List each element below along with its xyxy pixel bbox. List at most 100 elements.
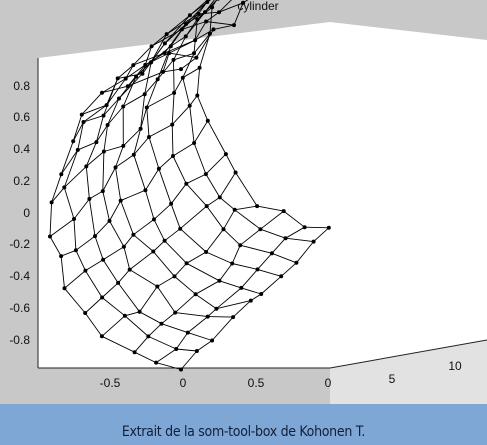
y-axis-ticks: 0.8 0.6 0.4 0.2 0 -0.2 -0.4 -0.6 -0.8 — [9, 79, 30, 347]
caption-bar: Extrait de la som-tool-box de Kohonen T. — [0, 404, 487, 445]
lattice-node — [87, 196, 92, 201]
lattice-edge — [142, 62, 152, 74]
lattice-edge — [81, 104, 107, 116]
lattice-node — [140, 71, 145, 76]
lattice-edge — [115, 167, 122, 201]
lattice-node — [105, 123, 110, 127]
lattice-edge — [153, 203, 172, 220]
lattice-edge — [175, 312, 208, 318]
lattice-node — [121, 104, 126, 109]
lattice-node — [294, 260, 299, 265]
lattice-edge — [117, 64, 134, 79]
lattice-node — [172, 274, 177, 279]
lattice-edge — [139, 286, 158, 313]
lattice-node — [62, 185, 67, 190]
lattice-edge — [174, 262, 187, 277]
lattice-edge — [101, 297, 126, 317]
lattice-node — [169, 201, 174, 206]
lattice-edge — [206, 21, 235, 26]
lattice-edge — [152, 251, 175, 277]
lattice-node — [143, 62, 148, 67]
lattice-edge — [234, 209, 261, 230]
lattice-edge — [193, 142, 207, 175]
lattice-node — [107, 218, 112, 223]
lattice-node — [146, 334, 151, 339]
lattice-edge — [75, 250, 86, 271]
lattice-edge — [180, 57, 197, 70]
lattice-edge — [241, 287, 262, 295]
lattice-node — [184, 22, 188, 26]
lattice-edge — [232, 300, 252, 318]
lattice-edge — [196, 340, 213, 352]
lattice-edge — [144, 190, 155, 220]
lattice-edge — [151, 29, 183, 47]
lattice-edge — [129, 251, 154, 270]
lattice-edge — [216, 300, 251, 310]
lattice-edge — [187, 316, 208, 333]
lattice-node — [232, 207, 237, 212]
lattice-node — [113, 165, 118, 170]
lattice-edge — [232, 263, 258, 270]
lattice-node — [326, 225, 331, 230]
lattice-edge — [186, 251, 207, 264]
lattice-edge — [60, 249, 77, 257]
lattice-edge — [172, 142, 195, 157]
lattice-node — [49, 200, 54, 205]
lattice-edge — [223, 209, 236, 230]
lattice-node — [203, 172, 208, 177]
lattice-node — [121, 143, 126, 148]
lattice-node — [173, 310, 178, 315]
lattice-edge — [189, 95, 198, 106]
lattice-edge — [122, 128, 141, 147]
lattice-node — [184, 181, 189, 186]
lattice-node — [156, 166, 161, 171]
lattice-edge — [147, 323, 162, 337]
y-tick-label: 0.2 — [13, 174, 30, 188]
lattice-edge — [218, 2, 244, 13]
lattice-edge — [118, 73, 143, 99]
lattice-edge — [107, 106, 124, 126]
lattice-edge — [133, 234, 154, 252]
y-tick-label: -0.6 — [9, 301, 30, 315]
lattice-edge — [124, 315, 149, 337]
lattice-node — [187, 13, 192, 18]
lattice-node — [216, 0, 220, 1]
lattice-edge — [60, 149, 79, 175]
lattice-edge — [155, 348, 177, 363]
lattice-edge — [242, 0, 249, 4]
lattice-node — [48, 234, 52, 239]
lattice-node — [241, 0, 246, 5]
lattice-edge — [162, 52, 170, 73]
lattice-node — [230, 261, 235, 266]
lattice-edge — [95, 115, 104, 143]
lattice-edge — [170, 203, 181, 229]
lattice-edge — [185, 19, 198, 37]
lattice-node — [283, 236, 288, 241]
lattice-edge — [280, 262, 297, 277]
y-tick-label: 0 — [23, 206, 30, 220]
lattice-edge — [63, 187, 75, 220]
som-lattice-mesh — [48, 0, 331, 372]
lattice-edge — [161, 323, 188, 334]
lattice-edge — [85, 166, 90, 199]
lattice-node — [121, 244, 126, 249]
lattice-node — [179, 367, 183, 372]
lattice-node — [167, 51, 172, 56]
lattice-node — [127, 267, 132, 272]
lattice-node — [83, 268, 88, 273]
lattice-node — [196, 11, 201, 16]
lattice-node — [223, 152, 228, 157]
lattice-edge — [205, 251, 233, 264]
lattice-edge — [102, 246, 125, 261]
lattice-edge — [115, 145, 124, 168]
lattice-edge — [283, 210, 305, 228]
lattice-edge — [148, 124, 173, 138]
lattice-edge — [234, 205, 258, 211]
lattice-edge — [140, 94, 146, 129]
lattice-edge — [64, 288, 86, 314]
lattice-edge — [145, 168, 160, 191]
lattice-edge — [182, 77, 191, 106]
lattice-node — [143, 188, 148, 193]
lattice-edge — [86, 151, 105, 167]
lattice-node — [131, 63, 136, 68]
